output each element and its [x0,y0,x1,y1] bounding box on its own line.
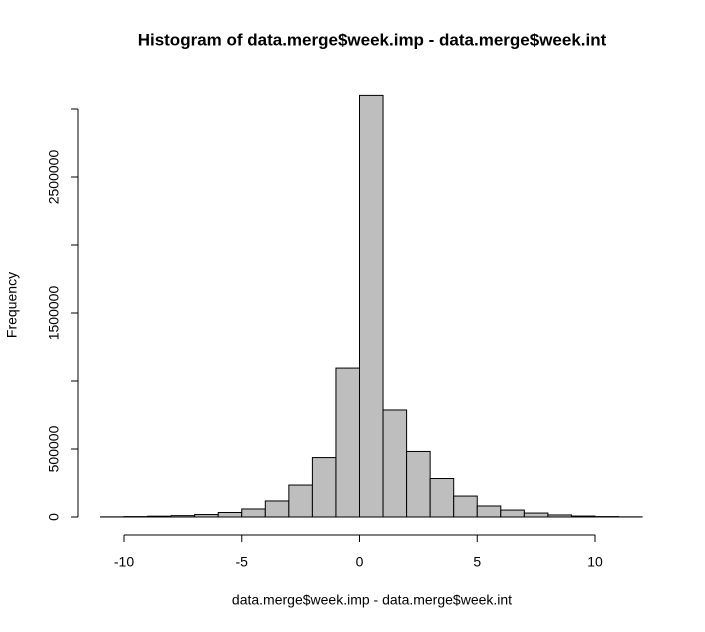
y-tick-label: 1500000 [46,286,62,341]
bar [523,512,549,518]
bar [241,508,266,518]
x-tick-label: 5 [473,554,481,570]
x-tick-label: 10 [587,554,603,570]
x-tick-label: 0 [356,554,364,570]
x-tick-label: -5 [236,554,249,570]
bar [335,367,361,518]
bar [382,409,408,518]
x-tick-label: -10 [114,554,134,570]
bar [170,515,196,518]
bar [406,450,431,518]
bar [476,505,502,518]
bar [194,514,219,518]
chart-title: Histogram of data.merge$week.imp - data.… [138,30,607,49]
bar [311,457,337,518]
y-axis-label: Frequency [4,272,20,338]
bar [217,512,243,518]
bar [359,94,384,518]
x-axis-label: data.merge$week.imp - data.merge$week.in… [232,592,512,608]
bar [547,514,572,518]
bar [264,500,290,518]
bar [147,515,172,518]
bar [453,495,478,518]
bar [500,509,525,518]
y-tick-label: 0 [46,513,62,521]
y-tick-label: 500000 [46,425,62,472]
bar [429,478,455,518]
bar [288,484,313,518]
bar [570,515,596,518]
y-tick-label: 2500000 [46,150,62,205]
